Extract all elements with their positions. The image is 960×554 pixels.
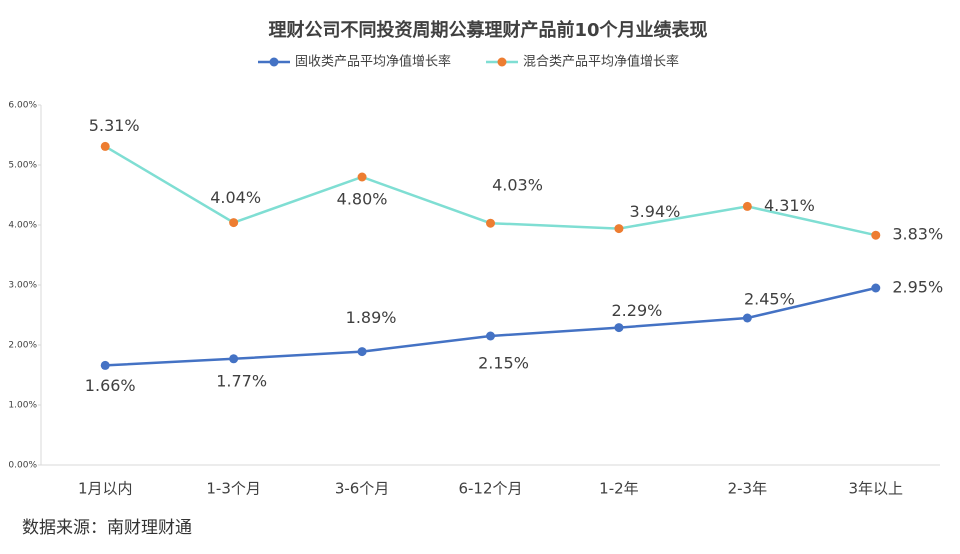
y-tick-label: 6.00%: [8, 101, 37, 111]
data-label: 2.45%: [744, 290, 795, 309]
point: [229, 218, 239, 228]
legend-marker: [497, 57, 507, 67]
x-tick-label: 2-3年: [728, 480, 768, 498]
chart-title: 理财公司不同投资周期公募理财产品前10个月业绩表现: [268, 19, 707, 41]
point: [614, 224, 624, 234]
data-label: 2.95%: [892, 278, 943, 297]
point: [357, 347, 367, 357]
data-label: 4.80%: [337, 190, 388, 209]
data-label: 1.66%: [85, 376, 136, 395]
data-label: 4.03%: [492, 176, 543, 195]
point: [742, 313, 752, 323]
x-tick-label: 3年以上: [849, 480, 904, 498]
data-label: 2.15%: [478, 354, 529, 373]
point: [742, 201, 752, 211]
point: [100, 360, 110, 370]
data-label: 1.89%: [346, 308, 397, 327]
y-tick-label: 4.00%: [8, 221, 37, 231]
y-tick-label: 3.00%: [8, 281, 37, 291]
point: [100, 141, 110, 151]
data-label: 1.77%: [216, 371, 267, 390]
x-tick-label: 1-3个月: [206, 480, 261, 498]
y-tick-label: 5.00%: [8, 161, 37, 171]
data-label: 3.94%: [630, 202, 681, 221]
point: [614, 323, 624, 333]
x-tick-label: 3-6个月: [335, 480, 390, 498]
data-label: 5.31%: [89, 116, 140, 135]
point: [871, 230, 881, 240]
x-tick-label: 1-2年: [599, 480, 639, 498]
data-label: 2.29%: [612, 301, 663, 320]
legend-label: 混合类产品平均净值增长率: [523, 54, 679, 70]
x-tick-label: 1月以内: [78, 480, 133, 498]
legend-label: 固收类产品平均净值增长率: [295, 54, 451, 70]
point: [229, 354, 239, 364]
point: [486, 218, 495, 228]
y-tick-label: 2.00%: [8, 341, 37, 351]
point: [486, 331, 495, 341]
y-tick-label: 0.00%: [8, 461, 37, 471]
source: 数据来源：南财理财通: [22, 518, 192, 538]
y-tick-label: 1.00%: [8, 401, 37, 411]
legend-marker: [269, 57, 279, 67]
point: [357, 172, 367, 182]
data-label: 4.31%: [764, 196, 815, 215]
x-tick-label: 6-12个月: [458, 480, 522, 498]
data-label: 4.04%: [210, 188, 261, 207]
point: [871, 283, 881, 293]
data-label: 3.83%: [892, 225, 943, 244]
